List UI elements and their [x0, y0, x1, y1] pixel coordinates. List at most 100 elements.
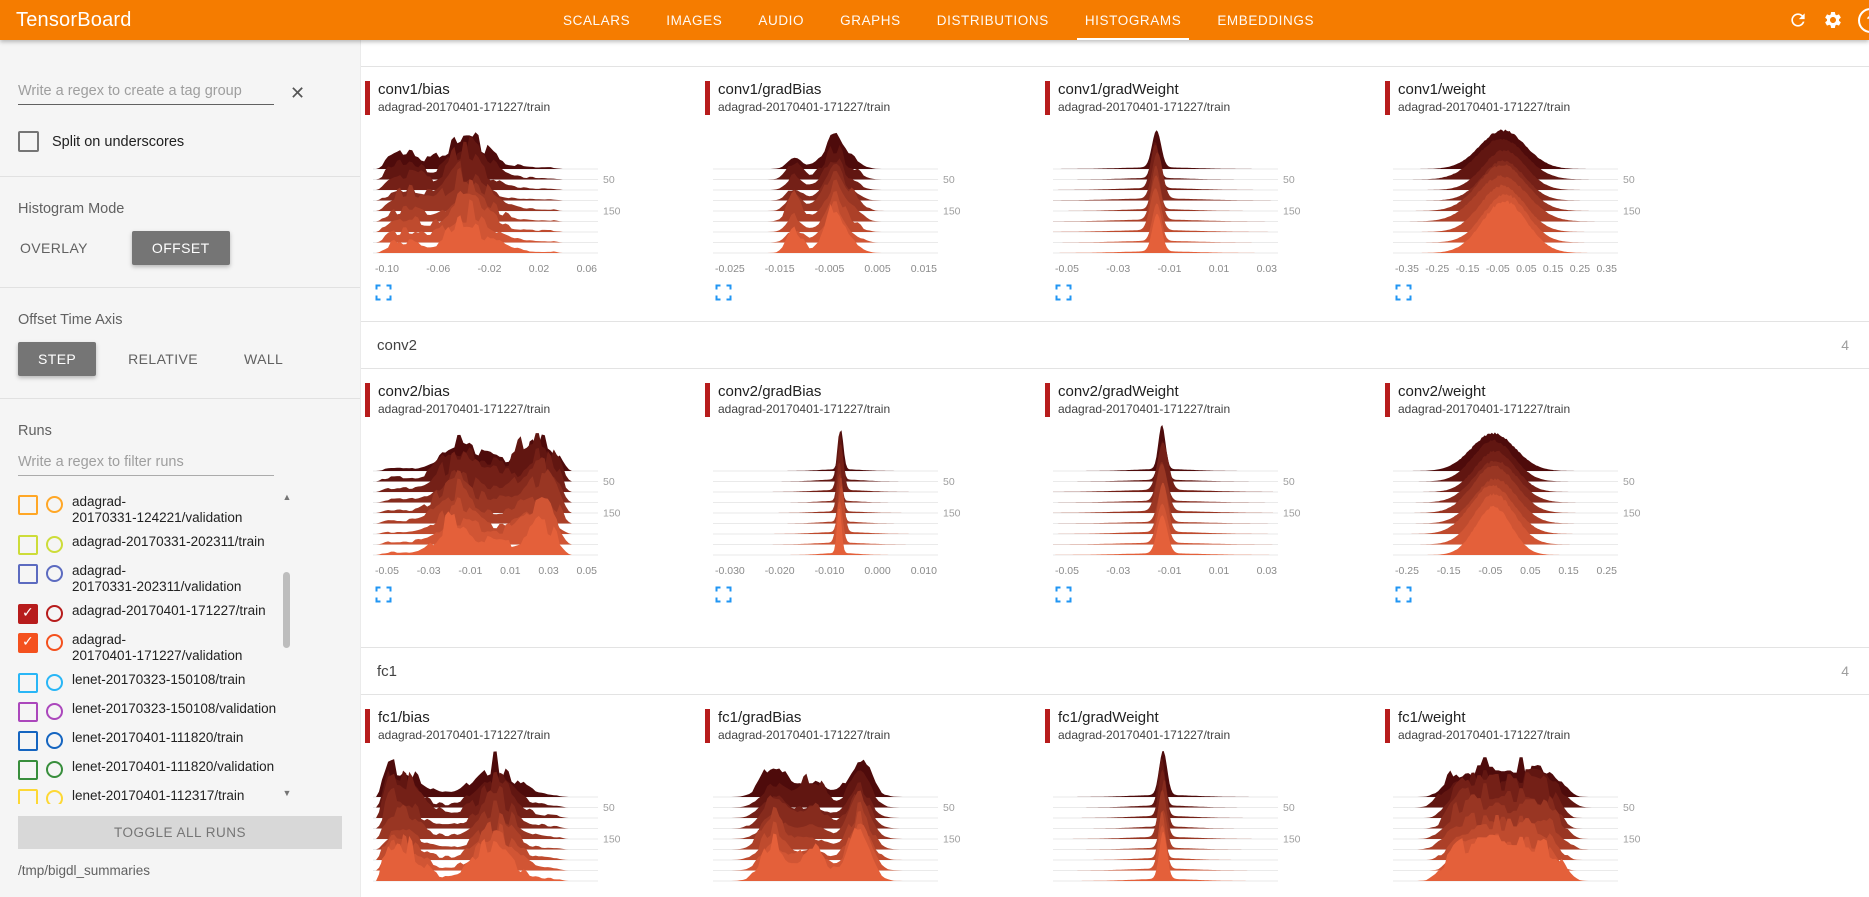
- run-item[interactable]: lenet-20170401-111820/train: [18, 726, 360, 755]
- refresh-icon[interactable]: [1788, 10, 1808, 30]
- histogram-mode-buttons: OVERLAY OFFSET: [0, 231, 360, 287]
- card-header: fc1/bias adagrad-20170401-171227/train: [365, 709, 701, 743]
- expand-icon[interactable]: [1055, 284, 1072, 301]
- card-header: fc1/gradWeight adagrad-20170401-171227/tr…: [1045, 709, 1381, 743]
- card-title: conv2/gradWeight: [1058, 383, 1179, 400]
- run-visibility-checkbox[interactable]: [18, 604, 38, 624]
- histogram-chart[interactable]: 50 150: [1393, 749, 1721, 889]
- tag-group-header-fc1[interactable]: fc1 4: [361, 647, 1869, 695]
- runs-filter-input[interactable]: [18, 449, 274, 476]
- run-label: adagrad- 20170331-124221/validation: [72, 494, 243, 525]
- run-visibility-checkbox[interactable]: [18, 633, 38, 653]
- histogram-chart[interactable]: 50 150: [1053, 423, 1381, 563]
- run-visibility-checkbox[interactable]: [18, 535, 38, 555]
- run-visibility-checkbox[interactable]: [18, 564, 38, 584]
- run-item[interactable]: adagrad- 20170331-202311/validation: [18, 559, 360, 599]
- run-label: adagrad-20170401-171227/train: [72, 603, 266, 618]
- histogram-chart[interactable]: 50 150: [373, 423, 701, 563]
- histogram-chart[interactable]: 50 150: [1053, 121, 1381, 261]
- divider: [0, 176, 360, 177]
- close-icon[interactable]: [290, 84, 305, 105]
- histogram-chart[interactable]: 50 150: [1393, 121, 1721, 261]
- runs-list: adagrad- 20170331-124221/validation adagra…: [0, 486, 360, 804]
- tab-distributions[interactable]: DISTRIBUTIONS: [936, 12, 1049, 28]
- expand-icon[interactable]: [715, 586, 732, 603]
- runs-scrollbar[interactable]: [280, 492, 294, 798]
- x-tick-label: 0.010: [910, 565, 937, 577]
- expand-icon[interactable]: [375, 284, 392, 301]
- runs-filter-row: [0, 449, 360, 486]
- histogram-chart[interactable]: 50 150: [373, 121, 701, 261]
- toggle-all-runs-button[interactable]: TOGGLE ALL RUNS: [18, 816, 342, 849]
- x-tick-label: 0.01: [1208, 565, 1230, 577]
- expand-icon[interactable]: [375, 586, 392, 603]
- run-visibility-checkbox[interactable]: [18, 673, 38, 693]
- run-visibility-checkbox[interactable]: [18, 731, 38, 751]
- scroll-down-icon[interactable]: [283, 788, 292, 798]
- run-label: adagrad- 20170401-171227/validation: [72, 632, 243, 663]
- y-tick-label: 150: [943, 508, 961, 520]
- y-tick-label: 150: [1623, 508, 1641, 520]
- tab-embeddings[interactable]: EMBEDDINGS: [1217, 12, 1315, 28]
- histogram-chart[interactable]: 50 150: [373, 749, 701, 889]
- expand-icon[interactable]: [715, 284, 732, 301]
- card-header: conv2/weight adagrad-20170401-171227/trai…: [1385, 383, 1721, 417]
- run-item[interactable]: lenet-20170323-150108/train: [18, 668, 360, 697]
- run-item[interactable]: adagrad-20170331-202311/train: [18, 530, 360, 559]
- histogram-chart[interactable]: 50 150: [1393, 423, 1721, 563]
- cards-row-fc1: fc1/bias adagrad-20170401-171227/train 50 1…: [361, 695, 1869, 897]
- run-visibility-checkbox[interactable]: [18, 495, 38, 515]
- expand-icon[interactable]: [1395, 284, 1412, 301]
- split-underscores-checkbox[interactable]: [18, 131, 39, 152]
- histogram-card: conv2/gradBias adagrad-20170401-171227/tr…: [701, 379, 1041, 603]
- run-item[interactable]: lenet-20170401-111820/validation: [18, 755, 360, 784]
- scrollbar-thumb[interactable]: [283, 572, 290, 648]
- x-tick-label: -0.005: [814, 263, 845, 275]
- expand-icon[interactable]: [1055, 586, 1072, 603]
- expand-icon[interactable]: [1395, 586, 1412, 603]
- y-tick-label: 50: [1283, 802, 1295, 814]
- tab-images[interactable]: IMAGES: [666, 12, 723, 28]
- histogram-plot: 50 150: [373, 433, 621, 556]
- scroll-up-icon[interactable]: [283, 492, 292, 502]
- tab-histograms[interactable]: HISTOGRAMS: [1067, 0, 1200, 40]
- histogram-card: conv2/weight adagrad-20170401-171227/trai…: [1381, 379, 1721, 603]
- run-color-circle: [46, 674, 63, 691]
- histogram-chart[interactable]: 50 150: [713, 749, 1041, 889]
- histogram-chart[interactable]: 50 150: [1053, 749, 1381, 889]
- card-titles: fc1/weight adagrad-20170401-171227/train: [1398, 709, 1570, 743]
- offset-time-axis-relative-button[interactable]: RELATIVE: [114, 342, 212, 376]
- tag-filter-input[interactable]: [18, 78, 274, 105]
- settings-icon[interactable]: [1823, 10, 1843, 30]
- histogram-card: fc1/gradBias adagrad-20170401-171227/trai…: [701, 705, 1041, 897]
- topbar: TensorBoard SCALARS IMAGES AUDIO GRAPHS DIST…: [0, 0, 1869, 40]
- histogram-mode-overlay-button[interactable]: OVERLAY: [6, 231, 102, 265]
- offset-time-axis-wall-button[interactable]: WALL: [230, 342, 297, 376]
- run-visibility-checkbox[interactable]: [18, 789, 38, 804]
- tab-graphs[interactable]: GRAPHS: [840, 12, 901, 28]
- run-color-bar: [1385, 383, 1390, 417]
- run-visibility-checkbox[interactable]: [18, 760, 38, 780]
- scrollbar-track[interactable]: [280, 502, 294, 788]
- histogram-mode-offset-button[interactable]: OFFSET: [131, 231, 230, 265]
- split-underscores-row[interactable]: Split on underscores: [18, 131, 342, 152]
- run-visibility-checkbox[interactable]: [18, 702, 38, 722]
- help-icon[interactable]: [1858, 7, 1869, 33]
- x-tick-label: -0.35: [1395, 263, 1419, 275]
- x-tick-label: -0.03: [1106, 263, 1131, 275]
- histogram-chart[interactable]: 50 150: [713, 423, 1041, 563]
- tab-scalars[interactable]: SCALARS: [563, 12, 631, 28]
- tab-audio[interactable]: AUDIO: [758, 12, 805, 28]
- histogram-plot: 50 150: [373, 132, 621, 254]
- offset-time-axis-step-button[interactable]: STEP: [18, 342, 97, 376]
- tag-group-header-conv2[interactable]: conv2 4: [361, 321, 1869, 369]
- run-item[interactable]: adagrad-20170401-171227/train: [18, 599, 360, 628]
- histogram-chart[interactable]: 50 150: [713, 121, 1041, 261]
- run-item[interactable]: adagrad-20170401-171227/validation: [18, 628, 360, 668]
- y-tick-label: 50: [943, 802, 955, 814]
- run-item[interactable]: adagrad- 20170331-124221/validation: [18, 490, 360, 530]
- x-tick-label: -0.25: [1395, 565, 1419, 577]
- run-item[interactable]: lenet-20170323-150108/validation: [18, 697, 360, 726]
- run-item[interactable]: lenet-20170401-112317/train: [18, 784, 360, 804]
- card-title: conv2/bias: [378, 383, 450, 400]
